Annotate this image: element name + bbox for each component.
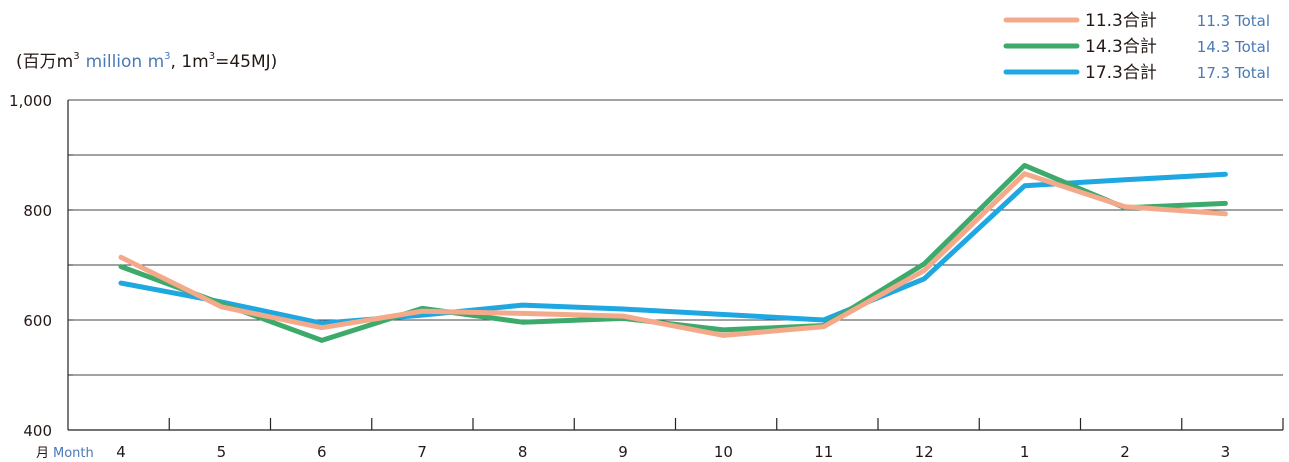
legend-label-en: 11.3 Total xyxy=(1197,12,1270,30)
x-tick-label: 3 xyxy=(1221,443,1231,461)
y-tick-labels: 400 600 800 1,000 xyxy=(9,92,52,440)
series-line-11-3-total xyxy=(118,171,1228,338)
x-tick-label: 6 xyxy=(317,443,327,461)
series-line-17-3-total xyxy=(118,171,1228,326)
legend: 11.3合計 11.3 Total 14.3合計 14.3 Total 17.3合計 17… xyxy=(1003,11,1270,83)
y-tick-label: 800 xyxy=(23,202,52,220)
x-tick-label: 8 xyxy=(518,443,528,461)
grid-lines xyxy=(68,99,1283,376)
legend-label-en: 14.3 Total xyxy=(1197,38,1270,56)
x-tick-label: 2 xyxy=(1120,443,1130,461)
x-tick-label: 12 xyxy=(915,443,934,461)
x-tick-label: 11 xyxy=(814,443,833,461)
x-tick-label: 10 xyxy=(714,443,733,461)
x-tick-label: 9 xyxy=(618,443,628,461)
x-tick-label: 1 xyxy=(1020,443,1030,461)
legend-label-en: 17.3 Total xyxy=(1197,64,1270,82)
y-unit-label: (百万m3 million m3, 1m3=45MJ) xyxy=(16,51,277,72)
x-axis-label: 月 Month xyxy=(36,446,94,461)
legend-label: 17.3合計 xyxy=(1085,63,1157,83)
legend-label: 11.3合計 xyxy=(1085,11,1157,31)
axes xyxy=(67,100,1284,431)
y-tick-label: 400 xyxy=(23,422,52,440)
x-tick-label: 4 xyxy=(116,443,126,461)
y-tick-label: 1,000 xyxy=(9,92,52,110)
x-tick-label: 7 xyxy=(417,443,427,461)
series-lines xyxy=(118,162,1228,343)
legend-label: 14.3合計 xyxy=(1085,37,1157,57)
x-tick-labels: 4 5 6 7 8 9 10 11 12 1 2 3 xyxy=(116,443,1230,461)
y-tick-label: 600 xyxy=(23,312,52,330)
x-tick-label: 5 xyxy=(217,443,227,461)
